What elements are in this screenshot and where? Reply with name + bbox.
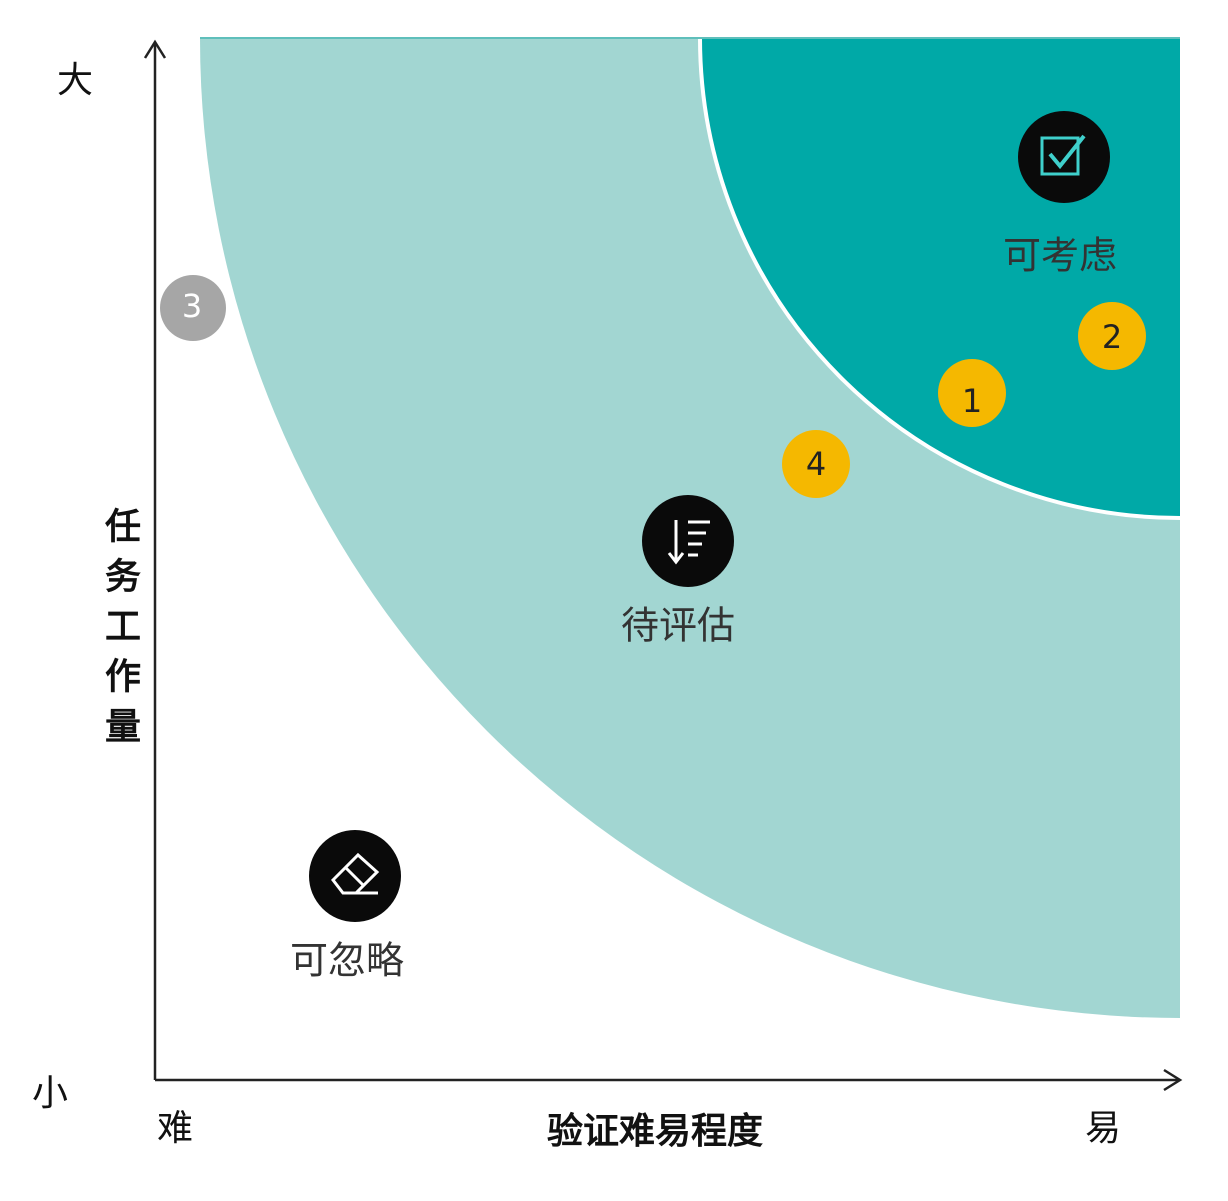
x-high-label: 易 <box>1085 1108 1121 1149</box>
marker: 1 <box>938 359 1006 427</box>
icon-evaluate <box>642 495 734 587</box>
marker-label: 2 <box>1102 318 1122 356</box>
zone-label: 待评估 <box>621 604 735 648</box>
y-high-label: 大 <box>57 60 93 101</box>
axes <box>143 39 1183 1092</box>
icon-ignore <box>309 830 401 922</box>
icon-consider <box>1018 111 1110 203</box>
marker: 3 <box>160 275 226 341</box>
x-arrow <box>1163 1068 1183 1092</box>
zone-label: 可忽略 <box>290 939 404 983</box>
marker: 4 <box>782 430 850 498</box>
x-low-label: 难 <box>157 1108 193 1149</box>
marker: 2 <box>1078 302 1146 370</box>
y-axis-title: 任务工作量 <box>99 507 141 757</box>
marker-label: 1 <box>962 382 982 420</box>
y-low-label: 小 <box>32 1073 68 1114</box>
zone-label: 可考虑 <box>1003 234 1117 278</box>
y-arrow <box>143 39 167 59</box>
marker-label: 3 <box>182 287 202 325</box>
zone-border <box>698 37 1181 520</box>
marker-label: 4 <box>806 445 826 483</box>
x-axis-title: 验证难易程度 <box>547 1111 763 1152</box>
